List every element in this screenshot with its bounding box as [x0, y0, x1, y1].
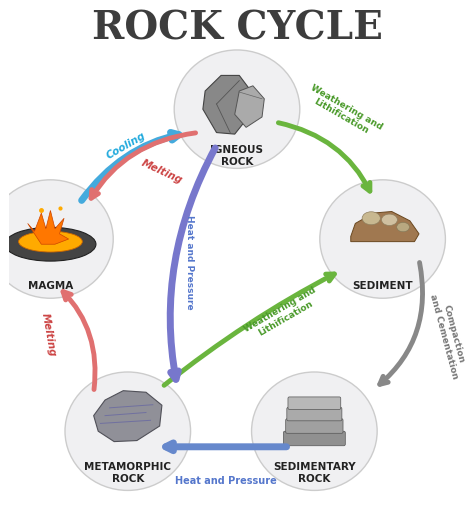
Ellipse shape: [5, 227, 96, 261]
FancyBboxPatch shape: [288, 397, 341, 409]
Text: SEDIMENTARY
ROCK: SEDIMENTARY ROCK: [273, 462, 356, 483]
Text: MAGMA: MAGMA: [28, 281, 73, 291]
Ellipse shape: [174, 50, 300, 169]
Text: METAMORPHIC
ROCK: METAMORPHIC ROCK: [84, 462, 171, 483]
FancyArrowPatch shape: [165, 443, 287, 450]
Ellipse shape: [252, 372, 377, 490]
Ellipse shape: [320, 180, 446, 298]
Ellipse shape: [0, 180, 113, 298]
FancyBboxPatch shape: [286, 419, 343, 434]
Polygon shape: [351, 211, 419, 242]
FancyBboxPatch shape: [287, 408, 342, 421]
FancyArrowPatch shape: [278, 123, 370, 191]
Ellipse shape: [397, 223, 410, 232]
Ellipse shape: [362, 212, 380, 225]
Text: Compaction
and Cementation: Compaction and Cementation: [428, 290, 469, 380]
FancyArrowPatch shape: [91, 133, 196, 198]
Text: Cooling: Cooling: [104, 130, 147, 161]
Text: Melting: Melting: [140, 157, 184, 186]
Text: Melting: Melting: [39, 313, 57, 358]
FancyArrowPatch shape: [380, 262, 422, 384]
Polygon shape: [94, 391, 162, 441]
Ellipse shape: [382, 214, 397, 226]
Text: Heat and Pressure: Heat and Pressure: [175, 475, 276, 485]
Polygon shape: [203, 75, 253, 134]
Polygon shape: [235, 86, 264, 127]
Ellipse shape: [65, 372, 191, 490]
Ellipse shape: [18, 231, 82, 252]
FancyArrowPatch shape: [63, 292, 95, 390]
FancyArrowPatch shape: [170, 148, 215, 379]
FancyBboxPatch shape: [283, 431, 345, 446]
Text: IGNEOUS
ROCK: IGNEOUS ROCK: [210, 145, 264, 167]
Text: Heat and Pressure: Heat and Pressure: [185, 215, 194, 310]
FancyArrowPatch shape: [82, 132, 179, 200]
Polygon shape: [27, 210, 69, 244]
Text: SEDIMENT: SEDIMENT: [352, 281, 413, 291]
Text: Weathering and
Lithification: Weathering and Lithification: [304, 83, 384, 140]
Text: ROCK CYCLE: ROCK CYCLE: [91, 10, 383, 48]
Text: Weathering and
Lithification: Weathering and Lithification: [242, 286, 323, 343]
FancyArrowPatch shape: [164, 274, 334, 385]
